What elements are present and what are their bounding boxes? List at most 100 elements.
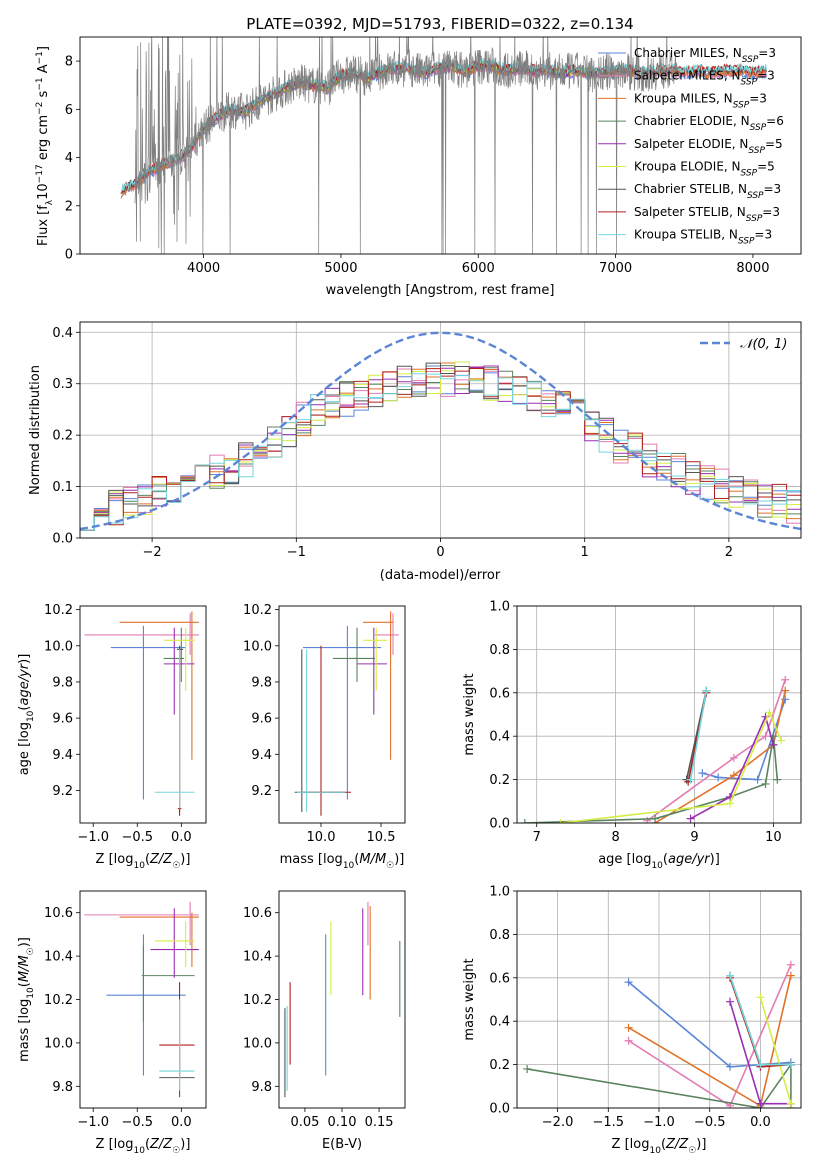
series-line-chabrier-elodie xyxy=(524,736,779,823)
label-part: ( xyxy=(354,852,359,867)
label-part: Z [log xyxy=(96,852,134,867)
x-tick-label: 5000 xyxy=(324,261,357,276)
label-part: −2 xyxy=(35,102,45,115)
x-axis-label: Z [log10(Z/Z☉)] xyxy=(612,1137,707,1156)
x-tick-label: 7000 xyxy=(599,261,632,276)
plot-area xyxy=(523,960,795,1108)
y-tick-label: 9.8 xyxy=(52,675,73,690)
x-tick-label: 9 xyxy=(690,830,698,845)
y-tick-label: 9.6 xyxy=(251,712,272,727)
y-tick-label: 9.8 xyxy=(251,1080,272,1095)
legend-sub: SSP xyxy=(747,191,764,201)
x-tick-label: 8 xyxy=(611,830,619,845)
age-vs-metallicity-panel: −1.0 −0.5 0.09.29.49.69.810.010.2Z [log10(… xyxy=(17,603,207,871)
label-part: age [log xyxy=(17,722,32,775)
x-tick-label: 2 xyxy=(725,545,733,560)
series-marker xyxy=(781,686,790,695)
label-part: Z/Z xyxy=(149,852,173,867)
legend-tail: =3 xyxy=(762,205,780,219)
x-tick-label: 0.15 xyxy=(365,1115,394,1130)
legend-sub: SSP xyxy=(742,55,759,65)
x-tick-label: −0.5 xyxy=(121,1115,153,1130)
series-marker xyxy=(714,773,723,782)
spectrum-panel: 4000 5000 6000 7000 8000 0 2 4 6 8 wavelength [Ang… xyxy=(35,36,802,298)
label-part: Z [log xyxy=(612,1137,650,1152)
label-part: ( xyxy=(145,1137,150,1152)
mass-vs-metallicity-panel: −1.0 −0.5 0.09.810.010.210.410.6Z [log10(Z… xyxy=(17,890,207,1156)
label-part: M/M xyxy=(17,955,32,982)
label-part: Z/Z xyxy=(149,1137,173,1152)
label-part: ☉ xyxy=(172,1146,180,1156)
y-axis-label: mass weight xyxy=(462,673,477,755)
label-part: 10 xyxy=(651,861,663,871)
legend-label: Salpeter STELIB, NSSP=3 xyxy=(634,205,780,224)
legend-label: Salpeter MILES, NSSP=3 xyxy=(634,69,775,88)
y-tick-label: 0.4 xyxy=(52,326,73,341)
series-marker xyxy=(756,993,765,1002)
y-tick-label: 10.0 xyxy=(243,1036,272,1051)
x-axis-label: mass [log10(M/M☉)] xyxy=(280,852,405,871)
label-part: ( xyxy=(17,982,32,987)
x-axis-label: Z [log10(Z/Z☉)] xyxy=(96,852,191,871)
legend-label: Salpeter ELODIE, NSSP=5 xyxy=(634,137,783,156)
y-tick-label: 10.2 xyxy=(44,603,73,618)
y-tick-label: 8 xyxy=(65,55,73,70)
y-tick-label: 10.0 xyxy=(243,639,272,654)
y-tick-label: 0.4 xyxy=(489,730,510,745)
series-marker xyxy=(726,799,734,808)
label-part: age/yr xyxy=(668,852,711,867)
series-marker xyxy=(729,753,738,762)
plot-area xyxy=(284,901,401,1098)
x-tick-label: 1 xyxy=(581,545,589,560)
y-tick-label: 10.2 xyxy=(243,603,272,618)
plot-area xyxy=(84,901,199,1098)
legend-sub: SSP xyxy=(750,123,767,133)
legend-tail: =3 xyxy=(749,91,767,105)
plot-area xyxy=(84,611,199,816)
legend-main: Salpeter STELIB, N xyxy=(634,205,746,219)
x-tick-label: 0 xyxy=(436,545,444,560)
label-part: Z [log xyxy=(96,1137,134,1152)
x-tick-label: −0.5 xyxy=(694,1115,726,1130)
legend-tail: =3 xyxy=(764,182,782,196)
label-part: )] xyxy=(17,937,32,947)
label-part: Flux [f xyxy=(36,205,51,246)
label-part: 10 xyxy=(133,1146,145,1156)
series-marker xyxy=(753,775,762,784)
x-tick-label: 0.0 xyxy=(171,830,192,845)
series-line-kroupa-elodie xyxy=(560,710,783,823)
y-tick-label: 9.6 xyxy=(52,712,73,727)
series-marker xyxy=(624,978,633,987)
y-tick-label: 2 xyxy=(65,199,73,214)
legend-label: Kroupa MILES, NSSP=3 xyxy=(634,91,767,110)
x-axis-label: wavelength [Angstrom, rest frame] xyxy=(326,283,555,298)
x-axis-label: Z [log10(Z/Z☉)] xyxy=(96,1137,191,1156)
x-tick-label: −1.0 xyxy=(643,1115,675,1130)
figure-title: PLATE=0392, MJD=51793, FIBERID=0322, z=0… xyxy=(246,15,633,33)
y-tick-label: 4 xyxy=(65,151,73,166)
y-tick-label: 9.4 xyxy=(52,748,73,763)
x-axis-label: (data-model)/error xyxy=(380,568,501,583)
label-part: 10 xyxy=(133,861,145,871)
legend-label: Chabrier MILES, NSSP=3 xyxy=(634,46,776,65)
legend-sub: SSP xyxy=(746,214,763,224)
series-marker xyxy=(773,775,782,784)
label-part: mass [log xyxy=(280,852,343,867)
x-tick-label: 7 xyxy=(533,830,541,845)
label-part: A xyxy=(36,64,51,77)
legend-sub: SSP xyxy=(741,169,758,179)
x-tick-label: 0.0 xyxy=(750,1115,771,1130)
x-tick-label: −0.5 xyxy=(121,830,153,845)
y-tick-label: 10.0 xyxy=(44,639,73,654)
legend-sub: SSP xyxy=(748,146,765,156)
series-marker xyxy=(786,971,795,980)
label-part: ( xyxy=(17,706,32,711)
y-tick-label: 0.6 xyxy=(489,971,510,986)
label-part: )] xyxy=(394,852,404,867)
legend-sub: SSP xyxy=(741,78,758,88)
y-axis-label: mass weight xyxy=(462,958,477,1040)
y-tick-label: 10.2 xyxy=(243,993,272,1008)
legend-label: Chabrier STELIB, NSSP=3 xyxy=(634,182,781,201)
